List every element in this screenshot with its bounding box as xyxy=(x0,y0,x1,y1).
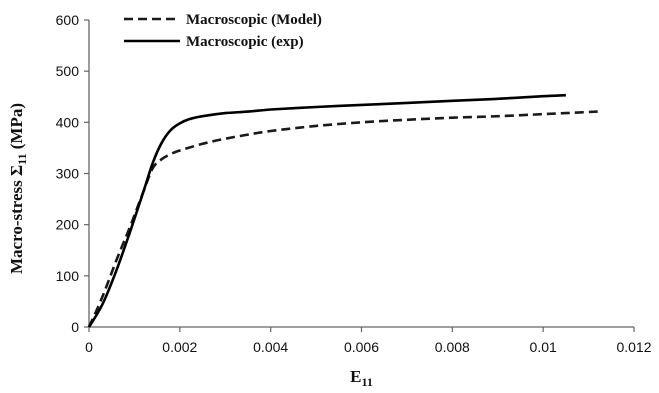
y-tick-label: 500 xyxy=(56,63,80,79)
x-tick-label: 0.008 xyxy=(435,339,470,355)
y-tick-label: 300 xyxy=(56,166,80,182)
y-axis-label-sub: 11 xyxy=(15,154,29,165)
x-axis-label-sub: 11 xyxy=(362,375,373,389)
axes: 0 100 200 300 400 500 600 0 0.002 0.004 0.006 0.008… xyxy=(56,12,652,355)
y-tick-label: 600 xyxy=(56,12,80,28)
x-tick-label: 0.01 xyxy=(530,339,557,355)
x-tick-label: 0.006 xyxy=(344,339,379,355)
x-tick-label: 0.002 xyxy=(162,339,197,355)
x-axis-label: E11 xyxy=(350,367,373,389)
legend-label: Macroscopic (exp) xyxy=(186,34,304,50)
x-tick-label: 0.012 xyxy=(616,339,651,355)
series-line-model xyxy=(87,110,598,328)
legend-label: Macroscopic (Model) xyxy=(186,12,322,28)
legend: Macroscopic (Model) Macroscopic (exp) xyxy=(124,12,322,50)
x-tick-label: 0.004 xyxy=(253,339,288,355)
x-axis-label-main: E xyxy=(350,367,361,386)
y-axis-label-main: Macro-stress Σ xyxy=(7,165,26,274)
y-tick-label: 400 xyxy=(56,114,80,130)
y-tick-label: 100 xyxy=(56,268,80,284)
x-tick-label: 0 xyxy=(85,339,93,355)
y-tick-label: 200 xyxy=(56,217,80,233)
y-tick-label: 0 xyxy=(71,319,79,335)
y-axis-label: Macro-stress Σ11 (MPa) xyxy=(7,103,29,274)
y-axis-label-suffix: (MPa) xyxy=(7,103,26,154)
series-line-exp xyxy=(87,93,566,328)
series-layer xyxy=(87,93,598,328)
